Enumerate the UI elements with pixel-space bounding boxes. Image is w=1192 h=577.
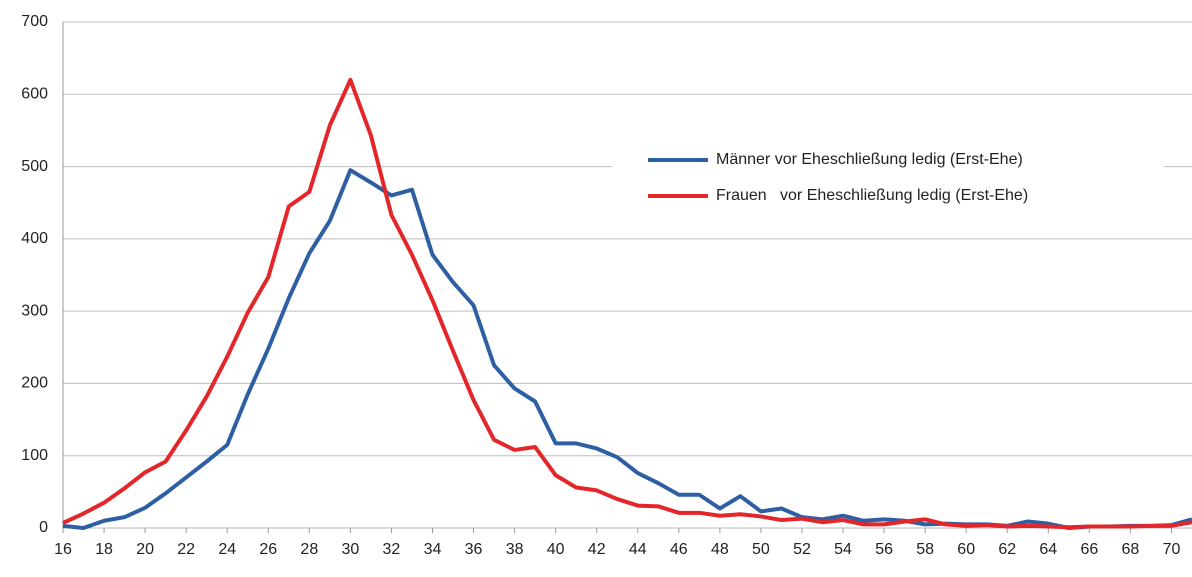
x-tick-label: 64: [1039, 541, 1057, 558]
legend-label: Männer vor Eheschließung ledig (Erst-Ehe…: [716, 151, 1023, 168]
x-tick-label: 58: [916, 541, 934, 558]
y-tick-label: 500: [21, 158, 48, 175]
x-tick-label: 38: [506, 541, 524, 558]
x-tick-label: 18: [95, 541, 113, 558]
x-tick-label: 68: [1122, 541, 1140, 558]
y-tick-label: 100: [21, 447, 48, 464]
x-tick-label: 50: [752, 541, 770, 558]
x-tick-label: 42: [588, 541, 606, 558]
legend-label: Frauen vor Eheschließung ledig (Erst-Ehe…: [716, 187, 1028, 204]
x-tick-label: 30: [341, 541, 359, 558]
y-tick-label: 600: [21, 86, 48, 103]
x-tick-label: 44: [629, 541, 647, 558]
x-tick-label: 40: [547, 541, 565, 558]
x-tick-label: 48: [711, 541, 729, 558]
x-tick-label: 54: [834, 541, 852, 558]
y-tick-label: 700: [21, 13, 48, 30]
y-tick-label: 200: [21, 375, 48, 392]
x-tick-label: 24: [218, 541, 236, 558]
x-tick-label: 32: [383, 541, 401, 558]
x-tick-label: 26: [259, 541, 277, 558]
x-tick-label: 20: [136, 541, 154, 558]
x-tick-label: 52: [793, 541, 811, 558]
series-line: [62, 77, 1192, 530]
x-tick-label: 36: [465, 541, 483, 558]
y-tick-label: 400: [21, 230, 48, 247]
x-tick-label: 56: [875, 541, 893, 558]
legend-box: [612, 140, 1164, 220]
x-tick-label: 66: [1080, 541, 1098, 558]
y-tick-label: 0: [39, 519, 48, 536]
x-tick-label: 34: [424, 541, 442, 558]
y-tick-label: 300: [21, 302, 48, 319]
x-tick-label: 16: [54, 541, 72, 558]
x-tick-label: 60: [957, 541, 975, 558]
x-tick-label: 46: [670, 541, 688, 558]
x-tick-label: 28: [300, 541, 318, 558]
x-tick-label: 70: [1163, 541, 1181, 558]
x-tick-label: 62: [998, 541, 1016, 558]
x-tick-label: 22: [177, 541, 195, 558]
